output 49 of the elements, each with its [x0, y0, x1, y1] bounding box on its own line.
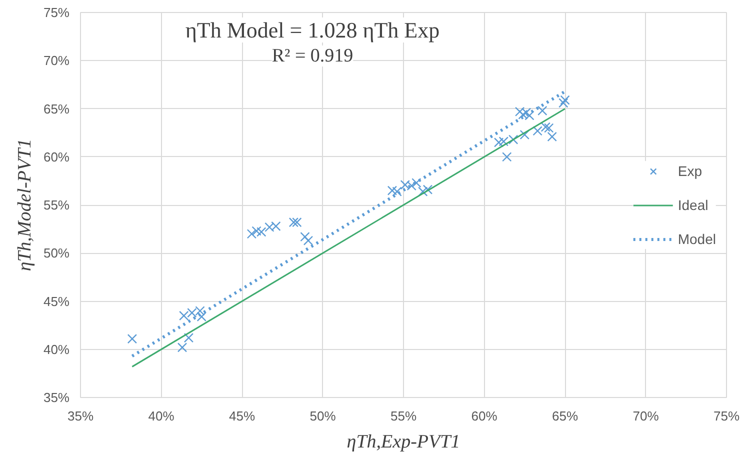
point: [288, 217, 299, 228]
point: [540, 122, 550, 132]
x-tick-label: 60%: [471, 408, 498, 424]
point: [547, 132, 557, 142]
x-tick-label: 75%: [713, 408, 740, 424]
x-tick-label: 55%: [390, 408, 417, 424]
y-tick-label: 35%: [43, 390, 70, 405]
point: [532, 126, 542, 136]
annotation: R² = 0.919: [272, 46, 354, 66]
y-tick-label: 50%: [43, 246, 70, 261]
y-tick-label: 70%: [43, 53, 70, 68]
point: [538, 106, 548, 116]
y-tick-label: 45%: [43, 294, 70, 309]
y-tick-label: 60%: [43, 149, 70, 164]
point: [392, 186, 402, 196]
x-tick-label: 50%: [310, 408, 336, 424]
point: [418, 186, 428, 196]
y-tick-label: 40%: [43, 342, 70, 357]
legend-label: Ideal: [678, 196, 708, 212]
x-tick-label: 35%: [67, 408, 94, 424]
point: [494, 138, 504, 148]
point: [560, 95, 570, 105]
point: [502, 152, 512, 162]
x-tick-label: 40%: [148, 408, 175, 424]
point: [544, 123, 554, 133]
x-axis-title: ηTh,Exp-PVT1: [346, 432, 460, 452]
y-tick-label: 55%: [43, 198, 70, 212]
point: [252, 226, 262, 236]
annotation: ηTh Model = 1.028 ηTh Exp: [185, 18, 440, 42]
legend-label: Model: [678, 230, 716, 246]
point: [184, 332, 194, 343]
point: [177, 342, 188, 352]
y-tick-label: 65%: [43, 101, 70, 116]
point: [196, 312, 206, 322]
point: [303, 236, 314, 246]
legend-label: Exp: [678, 162, 702, 178]
point: [558, 98, 568, 108]
y-tick-label: 75%: [43, 5, 70, 20]
x-tick-label: 65%: [552, 408, 578, 424]
point: [422, 184, 433, 194]
point: [520, 130, 530, 140]
point: [292, 217, 302, 228]
point: [300, 232, 310, 242]
point: [387, 186, 398, 196]
point: [412, 178, 422, 188]
point: [127, 334, 138, 344]
y-axis-title: ηTh,Model-PVT1: [14, 138, 36, 272]
x-tick-label: 70%: [632, 408, 660, 424]
x-tick-label: 45%: [228, 408, 256, 424]
